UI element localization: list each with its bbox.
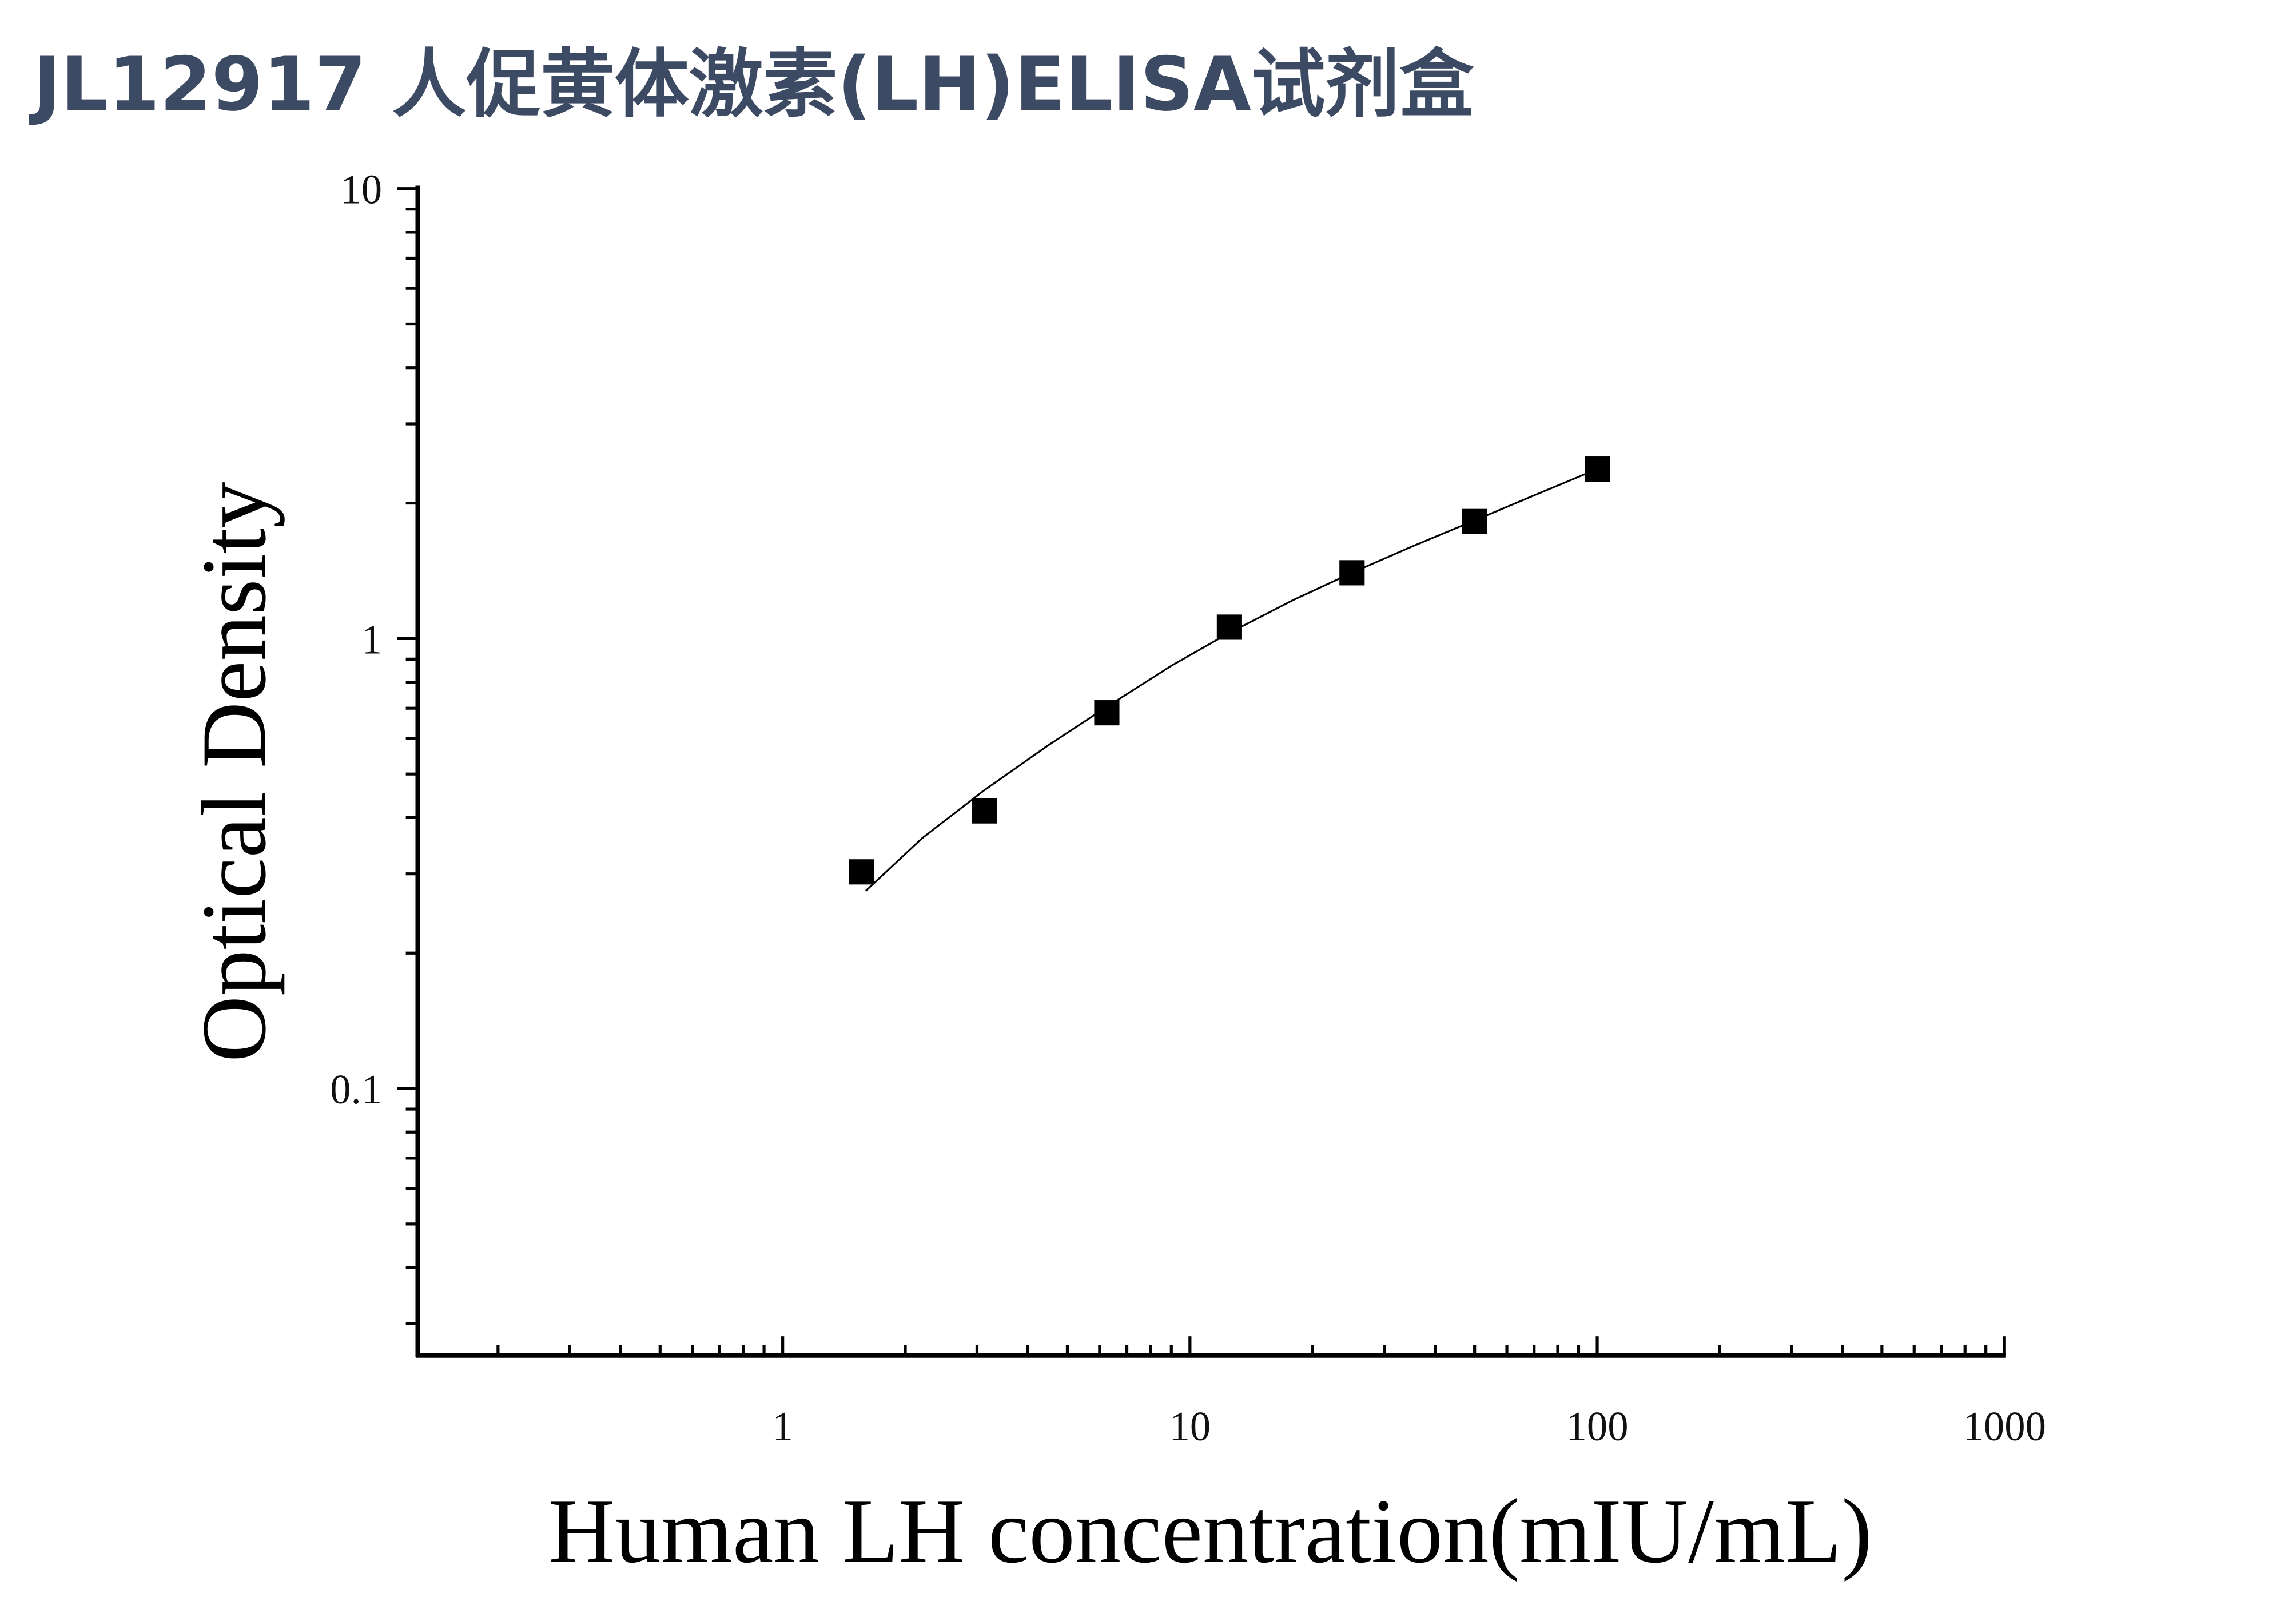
x-axis-label: Human LH concentration(mIU/mL) (548, 1480, 1872, 1582)
data-point (1094, 700, 1120, 726)
data-point (1339, 560, 1365, 586)
x-tick-label: 100 (1566, 1403, 1629, 1449)
x-tick-label: 1 (772, 1403, 793, 1449)
data-point (1462, 508, 1487, 534)
x-tick-label: 1000 (1963, 1403, 2046, 1449)
y-axis-label: Optical Density (183, 482, 285, 1062)
y-tick-label: 10 (340, 166, 382, 213)
data-point (849, 859, 874, 885)
data-point (972, 798, 997, 824)
data-point (1216, 614, 1242, 640)
chart-title: JL12917 人促黄体激素(LH)ELISA试剂盒 (29, 41, 1474, 128)
y-tick-label: 0.1 (330, 1066, 382, 1113)
y-tick-label: 1 (361, 616, 382, 662)
x-tick-label: 10 (1169, 1403, 1211, 1449)
data-point (1584, 456, 1610, 482)
